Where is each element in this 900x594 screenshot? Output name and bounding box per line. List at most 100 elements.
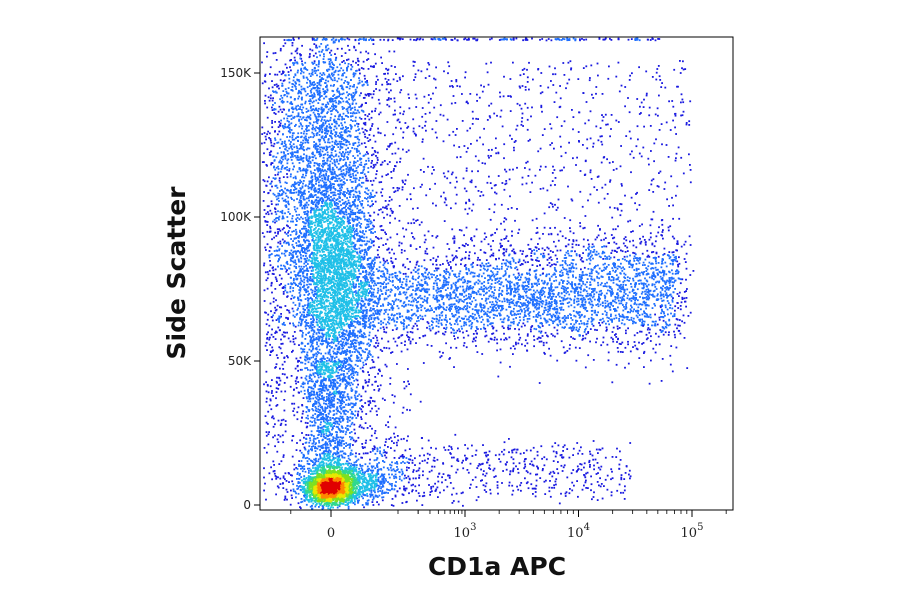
event-dot [306,250,309,252]
event-dot [304,367,307,370]
event-dot [316,477,319,480]
event-dot [351,209,354,212]
event-dot [367,204,369,207]
event-dot [310,489,313,492]
event-dot [307,382,309,385]
event-dot [375,495,377,498]
event-dot [340,440,343,443]
event-dot [388,473,390,476]
event-dot [314,406,317,408]
event-dot [355,464,358,466]
event-dot [366,465,369,468]
event-dot [379,450,381,453]
event-dot [339,469,341,471]
event-dot [344,383,347,386]
event-dot [317,460,320,463]
event-dot [305,396,308,399]
event-dot [339,396,342,399]
event-dot [295,253,297,255]
event-dot [349,453,352,455]
event-dot [344,337,347,339]
event-dot [286,376,289,379]
event-dot [332,281,335,284]
event-dot [387,489,390,491]
event-dot [361,482,363,485]
event-dot [288,472,291,475]
event-dot [348,485,351,487]
event-dot [323,479,326,481]
event-dot [349,500,352,503]
event-dot [364,359,367,362]
event-dot [320,476,323,478]
event-dot [312,445,315,448]
event-dot [346,467,349,470]
event-dot [404,474,406,477]
event-dot [347,455,350,457]
event-dot [321,415,324,418]
event-dot [290,489,292,492]
event-dot [320,473,323,476]
event-dot [320,503,323,505]
event-dot [296,473,299,475]
event-dot [380,270,383,273]
event-dot [312,502,315,505]
event-dot [371,407,373,410]
event-dot [297,502,300,505]
event-dot [315,457,317,460]
event-dot [326,454,329,457]
event-dot [308,491,310,494]
event-dot [332,506,334,509]
event-dot [312,356,314,359]
event-dot [330,491,332,494]
event-dot [349,436,351,438]
event-dot [353,428,356,431]
event-dot [371,498,374,501]
event-dot [302,255,305,257]
event-dot [343,370,345,372]
event-dot [375,478,378,481]
event-dot [312,467,314,469]
event-dot [342,440,345,442]
event-dot [284,472,287,475]
event-dot [324,409,327,412]
event-dot [338,488,340,491]
event-dot [367,212,370,214]
event-dot [314,409,317,412]
event-dot [299,254,302,256]
event-dot [354,492,357,495]
event-dot [331,455,334,457]
event-dot [316,363,318,366]
event-dot [325,396,328,398]
event-dot [353,466,355,469]
event-dot [381,337,383,340]
event-dot [340,491,343,493]
event-dot [345,368,348,370]
event-dot [305,417,308,419]
event-dot [298,474,301,477]
event-dot [355,417,358,419]
event-dot [351,478,354,481]
event-dot [326,453,329,455]
event-dot [335,473,338,476]
event-dot [306,425,309,428]
event-dot [307,485,310,488]
event-dot [319,478,322,480]
event-dot [346,488,349,490]
event-dot [286,491,289,493]
event-dot [381,491,383,493]
event-dot [352,472,355,474]
event-dot [309,420,312,423]
event-dot [361,504,364,506]
event-dot [355,478,358,481]
event-dot [310,329,313,332]
event-dot [319,482,322,485]
event-dot [362,386,365,389]
event-dot [295,263,298,265]
event-dot [335,433,338,436]
event-dot [332,410,335,412]
event-dot [311,493,314,496]
event-dot [329,419,332,421]
event-dot [329,500,332,503]
event-dot [336,446,338,449]
event-dot [378,266,381,269]
